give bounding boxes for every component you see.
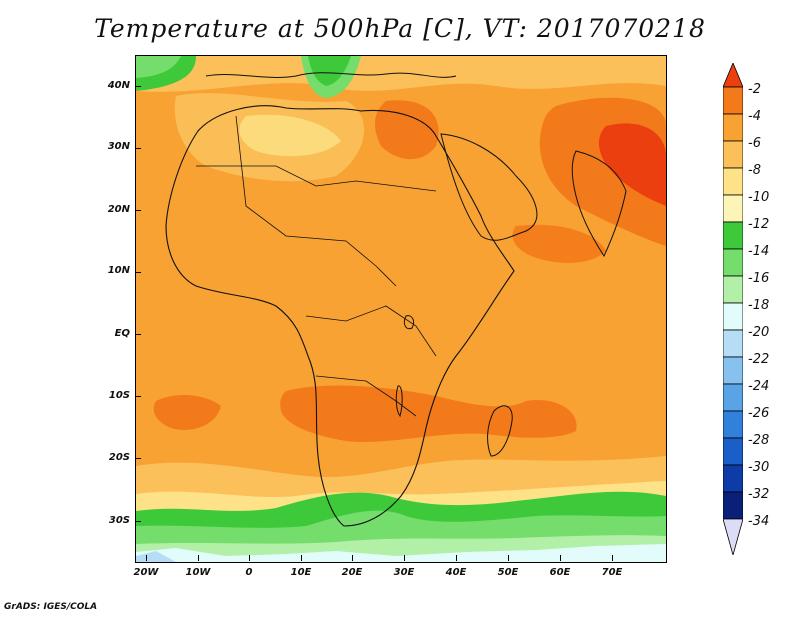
arabia-coastline bbox=[440, 133, 538, 241]
lat-label: 20S bbox=[108, 452, 130, 463]
lat-tick bbox=[135, 148, 141, 149]
temperature-field bbox=[136, 56, 666, 562]
lon-tick bbox=[146, 555, 147, 561]
colorbar-label: -24 bbox=[748, 379, 770, 394]
colorbar-cell bbox=[723, 194, 743, 223]
lat-label: 30S bbox=[108, 515, 130, 526]
colorbar-label: -22 bbox=[748, 352, 770, 367]
field-south-cyan bbox=[136, 544, 666, 562]
lon-tick bbox=[404, 555, 405, 561]
colorbar-cell bbox=[723, 518, 743, 555]
colorbar bbox=[723, 63, 743, 555]
lat-tick bbox=[135, 210, 141, 211]
colorbar-cell bbox=[723, 86, 743, 115]
europe-coastline bbox=[205, 72, 457, 78]
lat-tick bbox=[135, 86, 141, 87]
colorbar-cell bbox=[723, 302, 743, 331]
map-title: Temperature at 500hPa [C], VT: 201707021… bbox=[94, 14, 706, 43]
lat-label: 10S bbox=[108, 390, 130, 401]
colorbar-label: -12 bbox=[748, 217, 770, 232]
lon-tick bbox=[352, 555, 353, 561]
colorbar-cell bbox=[723, 464, 743, 493]
lat-tick bbox=[135, 458, 141, 459]
field-hot-atlantic bbox=[153, 394, 221, 430]
lon-label: 10W bbox=[185, 567, 211, 578]
lon-label: 30E bbox=[393, 567, 415, 578]
colorbar-cell bbox=[723, 491, 743, 520]
lon-tick bbox=[249, 555, 250, 561]
lon-tick bbox=[508, 555, 509, 561]
colorbar-label: -4 bbox=[748, 109, 761, 124]
lon-tick bbox=[560, 555, 561, 561]
field-hot-egypt bbox=[374, 100, 439, 160]
colorbar-cell bbox=[723, 275, 743, 304]
colorbar-label: -6 bbox=[748, 136, 761, 151]
colorbar-cell bbox=[723, 410, 743, 439]
colorbar-cell bbox=[723, 248, 743, 277]
lon-tick bbox=[612, 555, 613, 561]
lat-label: 30N bbox=[107, 141, 130, 152]
colorbar-label: -20 bbox=[748, 325, 770, 340]
lat-tick bbox=[135, 272, 141, 273]
lon-label: 0 bbox=[245, 567, 253, 578]
lat-label: 20N bbox=[107, 204, 130, 215]
colorbar-label: -28 bbox=[748, 433, 770, 448]
colorbar-label: -10 bbox=[748, 190, 770, 205]
field-north-band bbox=[136, 56, 666, 92]
lat-tick bbox=[135, 521, 141, 522]
lon-label: 40E bbox=[445, 567, 467, 578]
lat-tick bbox=[135, 396, 141, 397]
colorbar-cell bbox=[723, 356, 743, 385]
lon-tick bbox=[456, 555, 457, 561]
colorbar-cell bbox=[723, 167, 743, 196]
colorbar-label: -2 bbox=[748, 82, 761, 97]
colorbar-cell bbox=[723, 437, 743, 466]
colorbar-cell bbox=[723, 383, 743, 412]
colorbar-cell bbox=[723, 329, 743, 358]
lat-label: 40N bbox=[107, 80, 130, 91]
colorbar-label: -32 bbox=[748, 487, 770, 502]
africa-coastline bbox=[165, 105, 515, 527]
lon-label: 50E bbox=[497, 567, 519, 578]
colorbar-label: -34 bbox=[748, 514, 770, 529]
colorbar-label: -14 bbox=[748, 244, 770, 259]
lon-label: 60E bbox=[549, 567, 571, 578]
lon-label: 20E bbox=[341, 567, 363, 578]
lat-label: EQ bbox=[114, 328, 130, 339]
temperature-map bbox=[135, 55, 667, 563]
lon-label: 20W bbox=[133, 567, 159, 578]
colorbar-cell bbox=[723, 221, 743, 250]
lon-label: 10E bbox=[290, 567, 312, 578]
colorbar-cell bbox=[723, 113, 743, 142]
lon-tick bbox=[198, 555, 199, 561]
madagascar-coastline bbox=[487, 405, 513, 457]
lat-label: 10N bbox=[107, 265, 130, 276]
lon-label: 70E bbox=[601, 567, 623, 578]
field-hot-band-south bbox=[280, 385, 577, 443]
colorbar-label: -26 bbox=[748, 406, 770, 421]
colorbar-cell bbox=[723, 63, 743, 88]
colorbar-label: -16 bbox=[748, 271, 770, 286]
lon-tick bbox=[301, 555, 302, 561]
credit-text: GrADS: IGES/COLA bbox=[4, 602, 98, 612]
india-coastline bbox=[571, 150, 627, 258]
colorbar-label: -18 bbox=[748, 298, 770, 313]
colorbar-label: -8 bbox=[748, 163, 761, 178]
colorbar-cell bbox=[723, 140, 743, 169]
lat-tick bbox=[135, 334, 141, 335]
colorbar-label: -30 bbox=[748, 460, 770, 475]
